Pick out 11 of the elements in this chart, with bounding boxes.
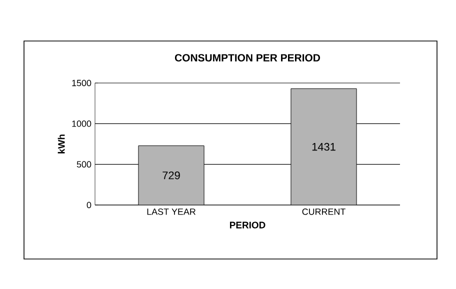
chart-title: CONSUMPTION PER PERIOD <box>174 54 320 62</box>
y-tick-label: 1000 <box>72 120 92 127</box>
data-label: 1431 <box>312 142 336 151</box>
y-tick-label: 500 <box>76 161 92 168</box>
x-tick-label: LAST YEAR <box>147 208 196 215</box>
y-axis-title: kWh <box>58 134 65 154</box>
y-tick-label: 0 <box>86 202 92 208</box>
data-label: 729 <box>162 171 180 180</box>
y-tick-label: 1500 <box>72 80 92 86</box>
x-tick-label: CURRENT <box>302 208 346 215</box>
x-axis-title: PERIOD <box>230 222 266 228</box>
